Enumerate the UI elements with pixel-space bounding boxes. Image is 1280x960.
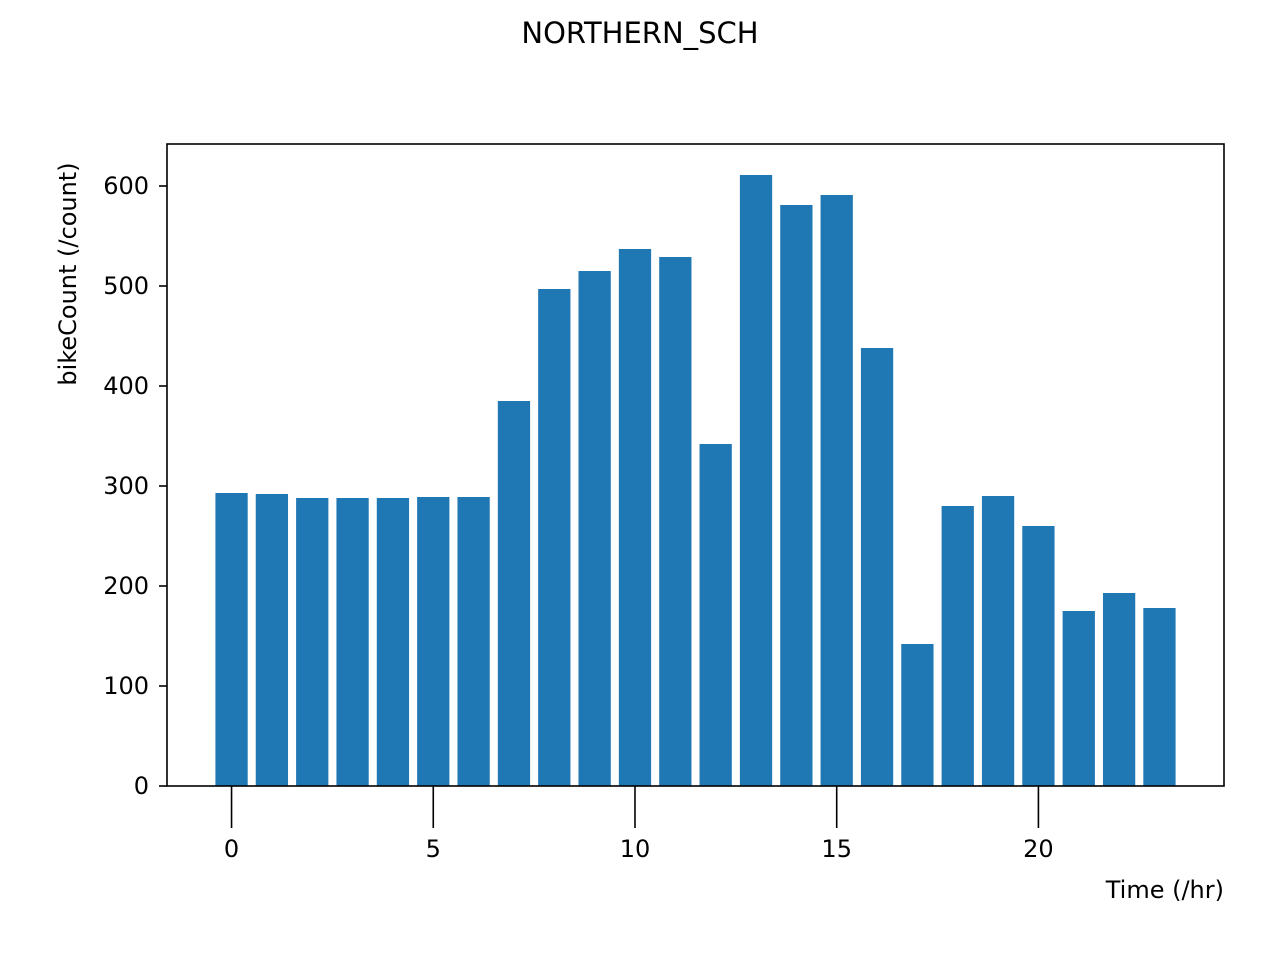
y-tick-label-100: 100: [103, 672, 149, 700]
plot-frame: [166, 143, 1225, 787]
bar-hour-2: [296, 498, 329, 786]
x-tick-label-0: 0: [224, 835, 239, 863]
bar-hour-14: [780, 205, 813, 786]
bar-hour-20: [1022, 526, 1055, 786]
bar-hour-5: [417, 497, 450, 786]
bar-hour-19: [981, 496, 1015, 786]
bar-hour-6: [457, 497, 490, 786]
x-tick-label-5: 5: [426, 835, 441, 863]
bar-hour-18: [941, 506, 974, 786]
x-tick-label-20: 20: [1023, 835, 1054, 863]
bar-hour-21: [1062, 611, 1095, 786]
y-tick-label-300: 300: [103, 472, 149, 500]
y-tick-label-500: 500: [103, 272, 149, 300]
bar-hour-0: [215, 493, 248, 786]
bar-hour-3: [336, 498, 369, 786]
bar-hour-22: [1102, 593, 1136, 786]
bar-hour-13: [739, 175, 773, 786]
bar-hour-15: [820, 195, 853, 786]
bars-group: [215, 175, 1176, 786]
bar-hour-4: [376, 498, 410, 786]
bar-hour-11: [659, 257, 692, 786]
y-axis: 0 100 200 300 400 500 600: [103, 172, 167, 800]
x-tick-label-10: 10: [620, 835, 651, 863]
x-tick-label-15: 15: [821, 835, 852, 863]
chart-title: NORTHERN_SCH: [521, 16, 758, 50]
y-tick-label-200: 200: [103, 572, 149, 600]
bar-hour-9: [578, 271, 611, 786]
bar-hour-16: [860, 348, 894, 786]
bar-hour-8: [538, 289, 571, 786]
y-tick-label-0: 0: [134, 772, 149, 800]
bar-hour-1: [255, 494, 289, 786]
y-tick-label-400: 400: [103, 372, 149, 400]
bar-hour-17: [901, 644, 934, 786]
bar-hour-23: [1143, 608, 1176, 786]
x-axis-label: Time (/hr): [1105, 876, 1224, 904]
bar-hour-12: [699, 444, 732, 786]
y-axis-label: bikeCount (/count): [54, 162, 82, 385]
y-tick-label-600: 600: [103, 172, 149, 200]
bar-hour-10: [618, 249, 652, 786]
x-axis: 0 5 10 15 20: [224, 786, 1054, 863]
bar-hour-7: [497, 401, 531, 786]
